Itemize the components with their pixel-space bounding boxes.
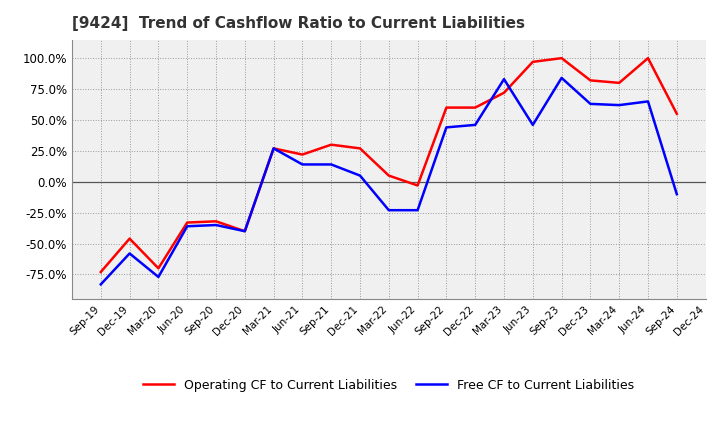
Line: Free CF to Current Liabilities: Free CF to Current Liabilities <box>101 78 677 284</box>
Free CF to Current Liabilities <box>154 274 163 279</box>
Operating CF to Current Liabilities <box>644 55 652 61</box>
Operating CF to Current Liabilities <box>528 59 537 65</box>
Operating CF to Current Liabilities <box>269 146 278 151</box>
Operating CF to Current Liabilities <box>500 90 508 95</box>
Free CF to Current Liabilities <box>96 282 105 287</box>
Operating CF to Current Liabilities <box>442 105 451 110</box>
Operating CF to Current Liabilities <box>384 173 393 178</box>
Free CF to Current Liabilities <box>442 125 451 130</box>
Free CF to Current Liabilities <box>615 103 624 108</box>
Operating CF to Current Liabilities <box>356 146 364 151</box>
Operating CF to Current Liabilities <box>615 80 624 85</box>
Operating CF to Current Liabilities <box>212 219 220 224</box>
Free CF to Current Liabilities <box>183 224 192 229</box>
Operating CF to Current Liabilities <box>240 228 249 234</box>
Text: [9424]  Trend of Cashflow Ratio to Current Liabilities: [9424] Trend of Cashflow Ratio to Curren… <box>72 16 525 32</box>
Line: Operating CF to Current Liabilities: Operating CF to Current Liabilities <box>101 58 677 272</box>
Free CF to Current Liabilities <box>586 101 595 106</box>
Operating CF to Current Liabilities <box>96 269 105 275</box>
Free CF to Current Liabilities <box>500 77 508 82</box>
Free CF to Current Liabilities <box>384 208 393 213</box>
Free CF to Current Liabilities <box>672 191 681 197</box>
Operating CF to Current Liabilities <box>586 78 595 83</box>
Free CF to Current Liabilities <box>269 146 278 151</box>
Free CF to Current Liabilities <box>327 162 336 167</box>
Operating CF to Current Liabilities <box>298 152 307 157</box>
Operating CF to Current Liabilities <box>672 111 681 117</box>
Operating CF to Current Liabilities <box>413 183 422 188</box>
Operating CF to Current Liabilities <box>471 105 480 110</box>
Free CF to Current Liabilities <box>298 162 307 167</box>
Free CF to Current Liabilities <box>356 173 364 178</box>
Operating CF to Current Liabilities <box>183 220 192 225</box>
Free CF to Current Liabilities <box>528 122 537 128</box>
Free CF to Current Liabilities <box>240 228 249 234</box>
Free CF to Current Liabilities <box>413 208 422 213</box>
Free CF to Current Liabilities <box>644 99 652 104</box>
Operating CF to Current Liabilities <box>557 55 566 61</box>
Operating CF to Current Liabilities <box>125 236 134 241</box>
Operating CF to Current Liabilities <box>327 142 336 147</box>
Free CF to Current Liabilities <box>125 251 134 256</box>
Legend: Operating CF to Current Liabilities, Free CF to Current Liabilities: Operating CF to Current Liabilities, Fre… <box>138 374 639 397</box>
Operating CF to Current Liabilities <box>154 266 163 271</box>
Free CF to Current Liabilities <box>471 122 480 128</box>
Free CF to Current Liabilities <box>212 222 220 227</box>
Free CF to Current Liabilities <box>557 75 566 81</box>
